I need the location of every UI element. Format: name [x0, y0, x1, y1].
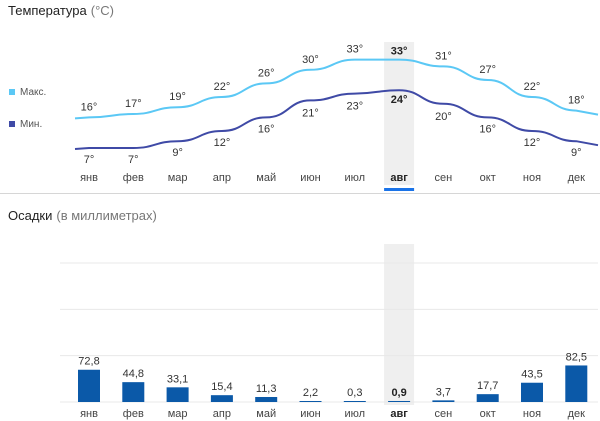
- temp-month-label: дек: [568, 172, 586, 184]
- max-temp-label: 19°: [169, 91, 186, 103]
- precip-value-label: 44,8: [123, 368, 144, 380]
- precipitation-unit: (в миллиметрах): [56, 208, 157, 223]
- max-temperature-line: [74, 58, 599, 120]
- max-temp-label: 22°: [524, 81, 541, 93]
- max-temp-label: 16°: [81, 101, 98, 113]
- legend-min-swatch: [9, 121, 15, 127]
- max-temp-label: 33°: [346, 44, 363, 56]
- precip-bar: [388, 401, 411, 402]
- precip-value-label: 15,4: [211, 381, 232, 393]
- precip-value-label: 0,3: [347, 387, 362, 399]
- precipitation-title-text: Осадки: [8, 208, 53, 223]
- precip-bar: [122, 382, 145, 402]
- temp-month-label: янв: [80, 172, 98, 184]
- min-temp-label: 12°: [524, 137, 541, 149]
- temp-month-label: апр: [213, 172, 231, 184]
- max-temp-label: 17°: [125, 98, 142, 110]
- max-temp-label: 22°: [214, 81, 231, 93]
- precip-value-label: 2,2: [303, 387, 318, 399]
- legend-max-label: Макс.: [20, 87, 46, 98]
- precip-month-label: дек: [568, 408, 586, 420]
- precip-value-label: 3,7: [436, 386, 451, 398]
- max-temp-label: 26°: [258, 67, 275, 79]
- precip-bar: [343, 401, 366, 402]
- precip-bar: [166, 387, 189, 402]
- precip-month-label: окт: [480, 408, 496, 420]
- precip-month-label: фев: [123, 408, 144, 420]
- temp-month-label: июн: [300, 172, 320, 184]
- min-temp-label: 24°: [391, 94, 408, 106]
- temp-month-label: окт: [480, 172, 496, 184]
- max-temp-label: 18°: [568, 95, 585, 107]
- temp-month-label: ноя: [523, 172, 541, 184]
- precip-bar: [210, 395, 233, 402]
- precip-bar: [255, 396, 278, 402]
- precip-value-label: 0,9: [391, 387, 406, 399]
- max-temp-label: 27°: [479, 64, 496, 76]
- temp-month-label: сен: [435, 172, 453, 184]
- min-temp-label: 7°: [84, 154, 95, 166]
- precip-bar: [521, 382, 543, 402]
- precip-value-label: 43,5: [521, 369, 542, 381]
- min-temperature-line: [74, 89, 599, 150]
- precip-month-label: июн: [300, 408, 320, 420]
- precip-value-label: 17,7: [477, 380, 498, 392]
- selected-month-highlight: [384, 42, 415, 185]
- temperature-title: Температура (°C): [8, 3, 114, 18]
- precip-bar: [565, 365, 588, 402]
- temp-month-label: мар: [168, 172, 188, 184]
- max-temp-label: 31°: [435, 50, 452, 62]
- precip-bar: [78, 369, 100, 402]
- temp-month-label: июл: [345, 172, 366, 184]
- min-temp-label: 16°: [258, 123, 275, 135]
- precip-month-label: янв: [80, 408, 98, 420]
- precip-month-label: сен: [435, 408, 453, 420]
- precip-bar: [299, 401, 322, 402]
- min-temp-label: 9°: [172, 147, 183, 159]
- precip-bar: [432, 400, 455, 402]
- legend-max-swatch: [9, 89, 15, 95]
- temp-month-label: авг: [390, 172, 408, 184]
- precip-value-label: 11,3: [256, 383, 277, 395]
- temp-month-label: фев: [123, 172, 144, 184]
- min-temp-label: 12°: [214, 137, 231, 149]
- min-temp-label: 7°: [128, 154, 139, 166]
- min-temp-label: 16°: [479, 123, 496, 135]
- section-divider: [0, 193, 600, 194]
- min-temp-label: 9°: [571, 147, 582, 159]
- min-temp-label: 23°: [346, 101, 363, 113]
- temperature-title-text: Температура: [8, 3, 87, 18]
- min-temp-label: 20°: [435, 111, 452, 123]
- max-temp-label: 33°: [391, 46, 408, 58]
- max-temp-label: 30°: [302, 54, 319, 66]
- selected-month-highlight: [384, 244, 415, 405]
- precip-value-label: 82,5: [566, 351, 587, 363]
- precipitation-title: Осадки (в миллиметрах): [8, 208, 157, 223]
- min-temp-label: 21°: [302, 107, 319, 119]
- precip-month-label: мар: [168, 408, 188, 420]
- precip-bar: [476, 394, 499, 402]
- precip-month-label: ноя: [523, 408, 541, 420]
- selected-month-underline: [384, 188, 415, 191]
- temp-month-label: май: [256, 172, 276, 184]
- precip-month-label: авг: [390, 408, 408, 420]
- temperature-unit: (°C): [90, 3, 114, 18]
- precip-month-label: апр: [213, 408, 231, 420]
- precip-value-label: 72,8: [78, 356, 99, 368]
- precip-value-label: 33,1: [167, 373, 188, 385]
- precip-month-label: май: [256, 408, 276, 420]
- temperature-chart: Макс. Мин. 16° 7° 17° 7° 19° 9° 22° 12° 26° 16° 30° 2…: [9, 42, 599, 191]
- legend-min-label: Мин.: [20, 119, 42, 130]
- precip-month-label: июл: [345, 408, 366, 420]
